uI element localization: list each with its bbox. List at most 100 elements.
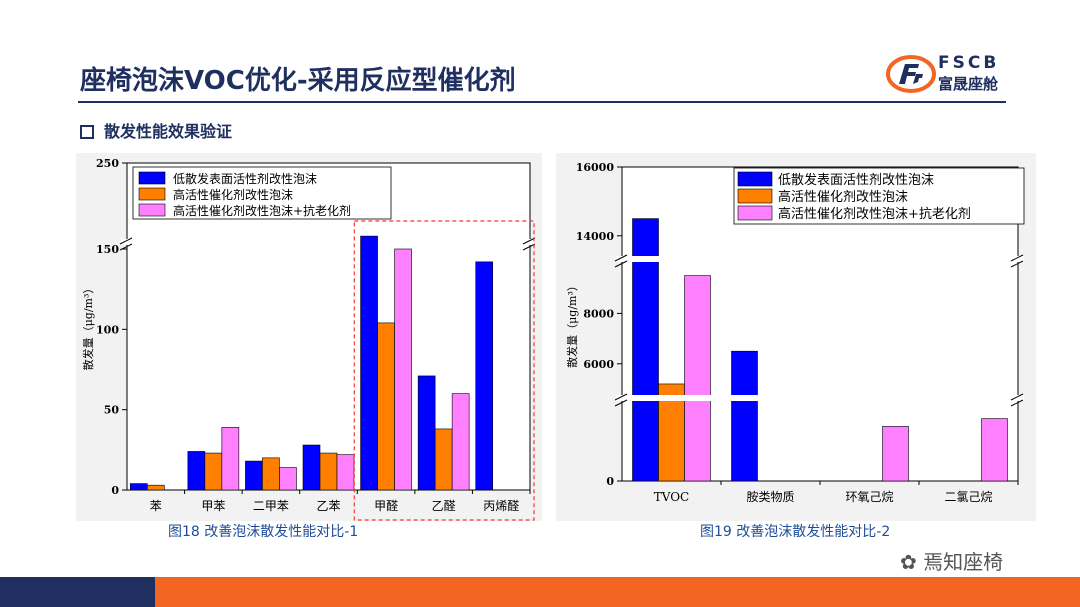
page-title: 座椅泡沫VOC优化-采用反应型催化剂: [80, 66, 516, 96]
company-logo-icon: [886, 55, 936, 93]
x-tick-label: 苯: [150, 499, 162, 513]
legend-box: [132, 166, 392, 220]
footer-bar-orange: [155, 577, 1080, 607]
axis-break-gap: [524, 239, 536, 245]
bar: [262, 457, 280, 491]
bar: [882, 426, 909, 482]
x-tick-label: 二氯己烷: [944, 490, 992, 504]
axis-break-mark: [614, 399, 628, 407]
emission-chart-1: 0 50 100 150 250 散发量（μg/m³） 苯 甲苯 二甲苯 乙苯 甲醛 乙醛 丙烯醛 低散发…: [81, 157, 536, 521]
legend-label: 高活性催化剂改性泡沫+抗老化剂: [173, 203, 351, 218]
axis-break-mark: [119, 237, 133, 245]
legend-swatch: [737, 188, 773, 204]
bar: [360, 235, 378, 491]
x-tick-label: 乙醛: [432, 498, 456, 513]
legend-swatch: [737, 205, 773, 221]
axis-break-gap: [121, 239, 133, 245]
x-tick-label: 乙苯: [316, 499, 340, 513]
bar: [279, 467, 297, 491]
bar: [684, 275, 711, 482]
bar: [302, 444, 321, 491]
legend-swatch: [138, 203, 166, 217]
legend-label: 高活性催化剂改性泡沫: [778, 189, 908, 205]
y-tick-label: 14000: [576, 230, 615, 243]
axis-break-mark: [522, 243, 536, 251]
y-tick-label: 16000: [576, 161, 615, 174]
bar: [245, 460, 263, 491]
axis-break-gap: [616, 395, 628, 401]
bar: [475, 261, 494, 491]
axis-break-gap: [616, 256, 628, 262]
footer-bar: [0, 577, 1080, 607]
x-tick-label: TVOC: [654, 490, 689, 504]
bar: [981, 418, 1008, 482]
x-tick-label: 甲醛: [374, 498, 398, 513]
legend-swatch: [138, 171, 166, 185]
y-tick-label: 150: [96, 243, 119, 256]
axis-break-mark: [119, 243, 133, 251]
y-tick-label: 8000: [583, 307, 614, 320]
axis-break-mark: [614, 393, 628, 401]
bar: [377, 322, 395, 491]
y-axis-label: 散发量（μg/m³）: [81, 283, 95, 371]
legend-label: 低散发表面活性剂改性泡沫: [173, 171, 317, 186]
axis-break-gap: [628, 395, 812, 401]
bar: [129, 483, 148, 491]
y-axis-label: 散发量（μg/m³）: [565, 280, 579, 368]
footer-bar-blue: [0, 577, 155, 607]
section-heading-label: 散发性能效果验证: [104, 122, 233, 141]
axis-break-mark: [1010, 399, 1024, 407]
axis-break-gap: [1012, 395, 1024, 401]
y-tick-label: 250: [96, 157, 119, 170]
axis-break-gap: [628, 256, 812, 262]
bar: [451, 393, 470, 491]
legend-label: 低散发表面活性剂改性泡沫: [778, 172, 934, 188]
y-tick-label: 0: [111, 484, 119, 497]
legend-swatch: [737, 171, 773, 187]
y-tick-label: 100: [96, 323, 119, 336]
axis-break-mark: [614, 260, 628, 268]
y-tick-label: 6000: [583, 358, 614, 371]
bar: [146, 484, 165, 491]
caption-right: 图19 改善泡沫散发性能对比-2: [700, 524, 891, 540]
bar: [319, 452, 338, 491]
legend-box: [733, 167, 1025, 225]
axis-break-gap: [1012, 256, 1024, 262]
x-tick-label: 胺类物质: [746, 490, 794, 504]
watermark-text: 焉知座椅: [923, 550, 1004, 574]
x-tick-label: 丙烯醛: [483, 498, 519, 513]
logo-brand-text: FSCB: [938, 53, 1000, 73]
checkbox-bullet-icon: [80, 124, 94, 139]
bar: [434, 428, 453, 491]
caption-left: 图18 改善泡沫散发性能对比-1: [168, 524, 359, 540]
bar: [204, 452, 223, 491]
title-divider: [78, 101, 1006, 103]
bar: [221, 427, 240, 491]
x-tick-label: 二甲苯: [253, 499, 289, 513]
y-tick-label: 0: [606, 475, 614, 488]
legend-label: 高活性催化剂改性泡沫+抗老化剂: [778, 206, 971, 222]
axis-break-mark: [522, 237, 536, 245]
emission-chart-2: 0 6000 8000 14000 16000 散发量（μg/m³） TVOC 胺类物质 环氧己…: [565, 161, 1025, 504]
x-tick-label: 甲苯: [201, 499, 225, 513]
chart-panel-right: 0 6000 8000 14000 16000 散发量（μg/m³） TVOC 胺类物质 环氧己…: [556, 153, 1036, 521]
axis-break-mark: [1010, 393, 1024, 401]
highlight-box: [353, 220, 535, 521]
watermark: ✿ 焉知座椅: [900, 546, 1003, 575]
chart-panel-left: 0 50 100 150 250 散发量（μg/m³） 苯 甲苯 二甲苯 乙苯 甲醛 乙醛 丙烯醛 低散发…: [76, 153, 542, 521]
logo-chinese-text: 富晟座舱: [938, 75, 999, 93]
x-tick-label: 环氧己烷: [845, 490, 893, 504]
legend-swatch: [138, 187, 166, 201]
bar: [336, 454, 355, 491]
bar: [417, 375, 436, 491]
bar: [731, 350, 758, 482]
legend-label: 高活性催化剂改性泡沫: [173, 187, 293, 202]
bar: [187, 451, 206, 491]
y-tick-label: 50: [104, 404, 120, 417]
section-heading: 散发性能效果验证: [80, 118, 232, 142]
axis-break-mark: [614, 254, 628, 262]
axis-break-mark: [1010, 254, 1024, 262]
bar: [632, 218, 659, 482]
axis-break-mark: [1010, 260, 1024, 268]
wechat-icon: ✿: [900, 550, 917, 574]
